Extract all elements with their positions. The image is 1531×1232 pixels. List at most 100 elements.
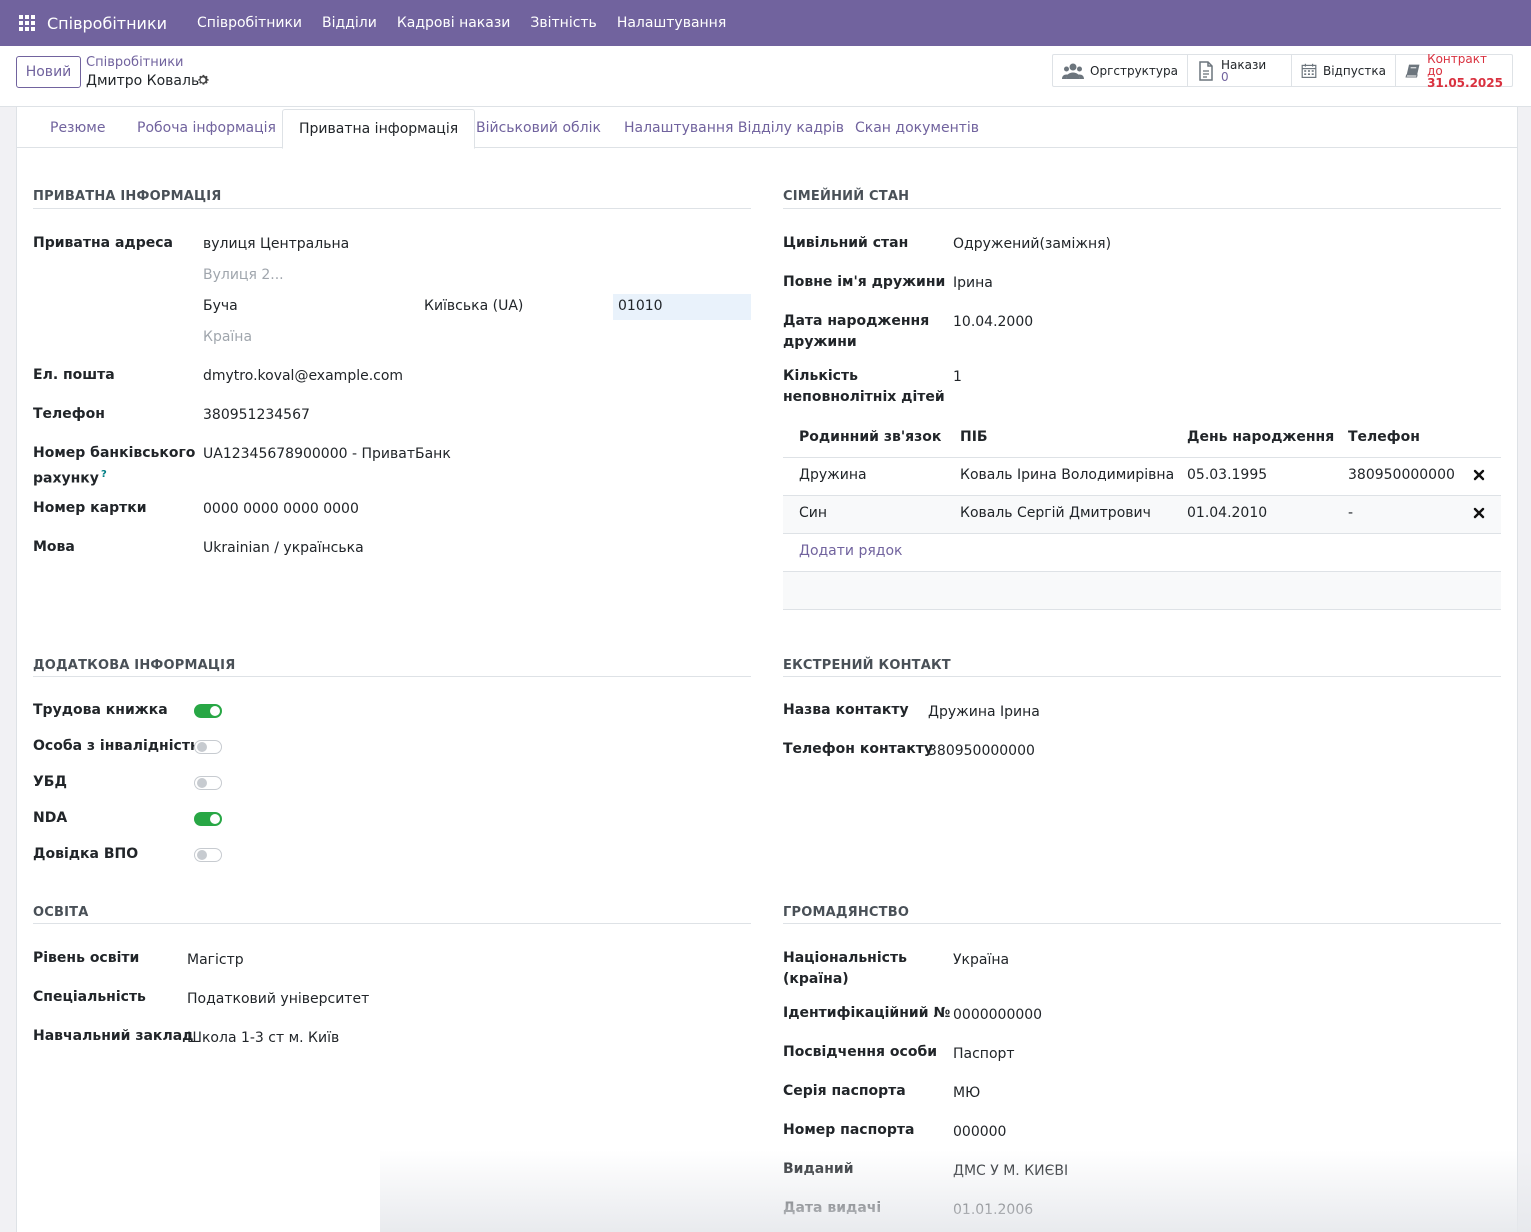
spouse-name-field[interactable]: Ірина xyxy=(953,275,993,291)
ubd-label: УБД xyxy=(33,774,67,790)
passport-number-field[interactable]: 000000 xyxy=(953,1124,1007,1140)
children-label-line1: Кількість xyxy=(783,368,858,384)
emergency-title: ЕКСТРЕНИЙ КОНТАКТ xyxy=(783,658,951,673)
spouse-name-label: Повне ім'я дружини xyxy=(783,274,946,290)
nationality-label-line2: (країна) xyxy=(783,971,849,987)
tab-military[interactable]: Військовий облік xyxy=(476,120,601,136)
tab-resume[interactable]: Резюме xyxy=(50,120,106,136)
phone-field[interactable]: 380951234567 xyxy=(203,407,310,423)
contract-button[interactable]: Контракт до 31.05.2025 xyxy=(1396,53,1512,90)
family-title: СІМЕЙНИЙ СТАН xyxy=(783,189,910,204)
menu-reporting[interactable]: Звітність xyxy=(530,15,597,31)
cell-phone: - xyxy=(1348,505,1354,521)
language-select[interactable]: Ukrainian / українська xyxy=(203,540,364,556)
zip-input[interactable]: 01010 xyxy=(618,298,663,314)
issued-by-label: Виданий xyxy=(783,1161,854,1177)
school-field[interactable]: Школа 1-3 ст м. Київ xyxy=(187,1030,340,1046)
nationality-label-line1: Національність xyxy=(783,950,907,966)
help-icon[interactable]: ? xyxy=(100,469,107,480)
marital-select[interactable]: Одружений(заміжня) xyxy=(953,236,1112,252)
users-icon xyxy=(1062,63,1084,79)
top-navbar: Співробітники Співробітники Відділи Кадр… xyxy=(0,0,1531,46)
delete-row-icon[interactable] xyxy=(1473,469,1485,481)
emergency-phone-label: Телефон контакту xyxy=(783,741,933,757)
cell-name: Коваль Ірина Володимирівна xyxy=(960,467,1175,483)
breadcrumb-parent[interactable]: Співробітники xyxy=(86,55,184,70)
id-doc-label: Посвідчення особи xyxy=(783,1044,938,1060)
ubd-toggle[interactable] xyxy=(194,776,222,790)
id-number-field[interactable]: 0000000000 xyxy=(953,1007,1043,1023)
table-row[interactable]: Син Коваль Сергій Дмитрович 01.04.2010 - xyxy=(783,496,1501,534)
nationality-select[interactable]: Україна xyxy=(953,952,1010,968)
passport-number-label: Номер паспорта xyxy=(783,1122,915,1138)
gear-icon[interactable] xyxy=(196,73,210,87)
children-field[interactable]: 1 xyxy=(953,369,962,385)
private-info-divider xyxy=(33,208,751,209)
speciality-field[interactable]: Податковий університет xyxy=(187,991,370,1007)
spouse-birthday-label-line2: дружини xyxy=(783,334,857,350)
new-button[interactable]: Новий xyxy=(16,56,81,88)
vpo-toggle[interactable] xyxy=(194,848,222,862)
tab-documents-scan[interactable]: Скан документів xyxy=(855,120,980,136)
family-table: Родинний зв'язок ПІБ День народження Тел… xyxy=(783,420,1501,610)
street-input[interactable]: вулиця Центральна xyxy=(203,236,350,252)
emergency-name-field[interactable]: Дружина Ірина xyxy=(928,704,1040,720)
tab-private-info[interactable]: Приватна інформація xyxy=(282,109,476,149)
add-line-link[interactable]: Додати рядок xyxy=(799,543,903,559)
document-icon xyxy=(1199,60,1213,81)
education-divider xyxy=(33,923,751,924)
contract-date: 31.05.2025 xyxy=(1427,75,1503,90)
calendar-icon xyxy=(1301,63,1317,78)
col-relation[interactable]: Родинний зв'язок xyxy=(799,429,942,445)
cell-relation: Дружина xyxy=(799,467,867,483)
org-chart-button[interactable]: Оргструктура xyxy=(1053,55,1188,86)
col-birthday[interactable]: День народження xyxy=(1187,429,1335,445)
cell-birthday: 01.04.2010 xyxy=(1187,505,1268,521)
issued-by-field[interactable]: ДМС У М. КИЄВІ xyxy=(953,1163,1069,1179)
spouse-birthday-field[interactable]: 10.04.2000 xyxy=(953,314,1034,330)
education-level-select[interactable]: Магістр xyxy=(187,952,244,968)
disability-toggle[interactable] xyxy=(194,740,222,754)
orders-count: 0 xyxy=(1220,69,1229,84)
emergency-phone-field[interactable]: 380950000000 xyxy=(928,743,1035,759)
col-phone[interactable]: Телефон xyxy=(1348,429,1420,445)
org-chart-label: Оргструктура xyxy=(1090,63,1178,78)
country-select[interactable]: Країна xyxy=(203,329,253,345)
table-row[interactable]: Дружина Коваль Ірина Володимирівна 05.03… xyxy=(783,458,1501,496)
email-field[interactable]: dmytro.koval@example.com xyxy=(203,368,404,384)
menu-departments[interactable]: Відділи xyxy=(322,15,377,31)
orders-label: Накази xyxy=(1220,57,1267,72)
menu-employees[interactable]: Співробітники xyxy=(197,15,303,31)
city-input[interactable]: Буча xyxy=(203,298,238,314)
disability-label: Особа з інвалідністю xyxy=(33,738,204,754)
col-name[interactable]: ПІБ xyxy=(960,429,988,445)
notebook-tabs: Резюме Робоча інформація Приватна інформ… xyxy=(17,107,1517,149)
bank-account-field[interactable]: UA12345678900000 - ПриватБанк xyxy=(203,446,451,462)
orders-button[interactable]: Накази 0 xyxy=(1188,55,1292,86)
state-select[interactable]: Київська (UA) xyxy=(424,298,524,314)
id-doc-select[interactable]: Паспорт xyxy=(953,1046,1015,1062)
passport-series-field[interactable]: МЮ xyxy=(953,1085,981,1101)
leave-button[interactable]: Відпустка xyxy=(1292,55,1396,86)
employment-book-toggle[interactable] xyxy=(194,704,222,718)
menu-hr-orders[interactable]: Кадрові накази xyxy=(396,15,511,31)
private-info-title: ПРИВАТНА ІНФОРМАЦІЯ xyxy=(33,189,222,204)
tab-hr-settings[interactable]: Налаштування Відділу кадрів xyxy=(624,120,845,136)
street2-input[interactable]: Вулиця 2... xyxy=(203,267,284,283)
delete-row-icon[interactable] xyxy=(1473,507,1485,519)
nda-toggle[interactable] xyxy=(194,812,222,826)
zip-input-box[interactable] xyxy=(613,294,751,320)
empty-row xyxy=(783,572,1501,610)
apps-grid-icon[interactable] xyxy=(17,13,37,33)
family-divider xyxy=(783,208,1501,209)
issue-date-field[interactable]: 01.01.2006 xyxy=(953,1202,1034,1218)
education-title: ОСВІТА xyxy=(33,905,89,920)
card-field[interactable]: 0000 0000 0000 0000 xyxy=(203,501,359,517)
smart-buttons: Оргструктура Накази 0 Відп xyxy=(1052,53,1513,90)
nda-label: NDA xyxy=(33,810,68,826)
cell-birthday: 05.03.1995 xyxy=(1187,467,1268,483)
tab-work-info[interactable]: Робоча інформація xyxy=(137,120,276,136)
emergency-divider xyxy=(783,676,1501,677)
menu-settings[interactable]: Налаштування xyxy=(616,15,727,31)
app-brand[interactable]: Співробітники xyxy=(47,13,168,33)
